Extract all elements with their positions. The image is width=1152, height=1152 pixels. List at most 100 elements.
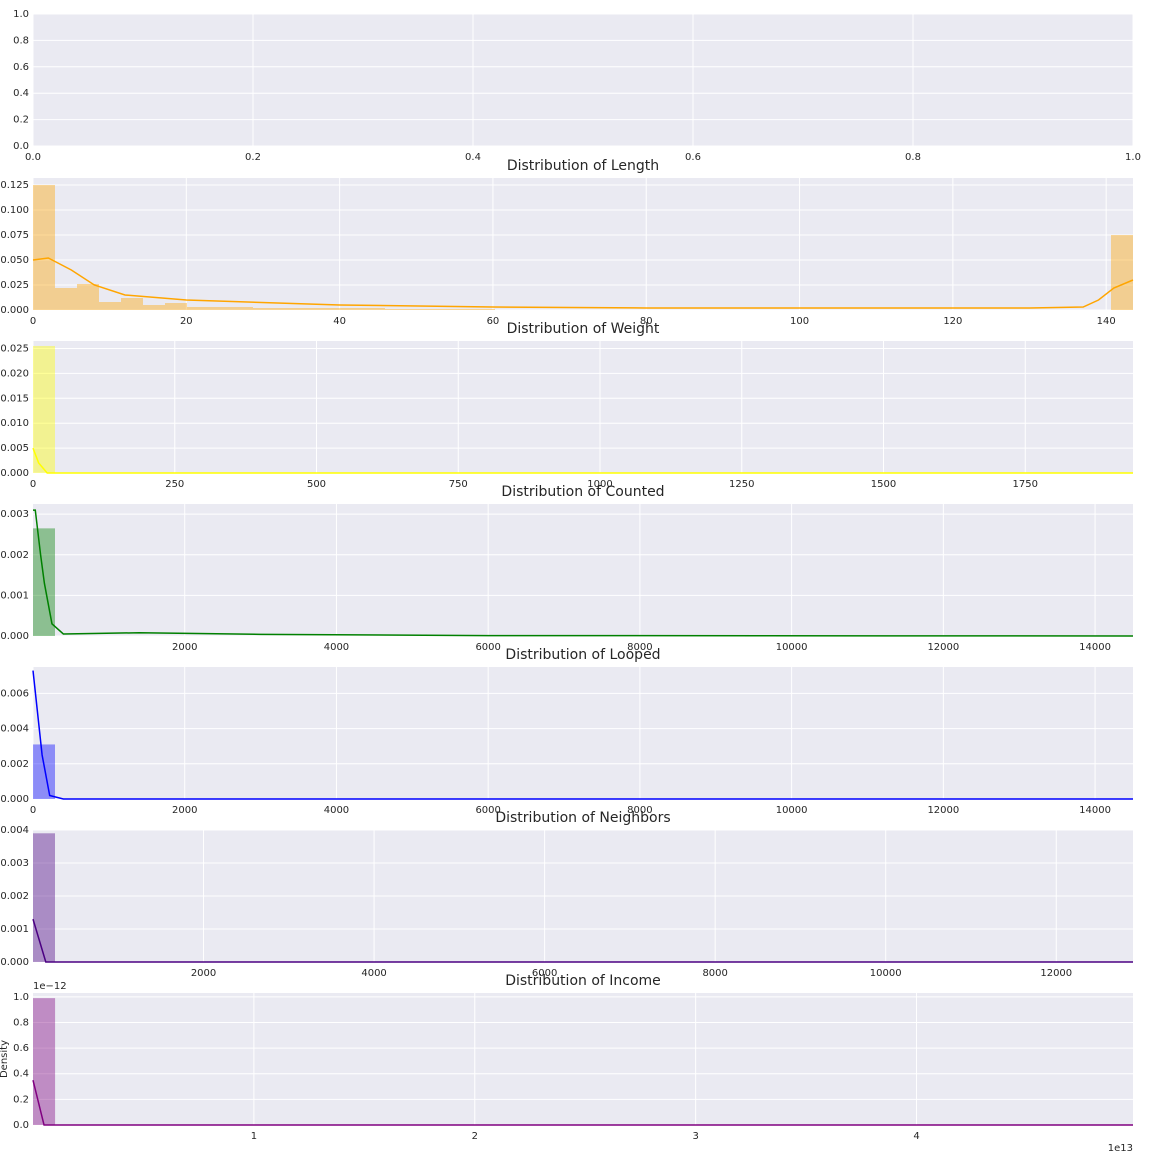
axes-background — [33, 504, 1133, 636]
y-tick-label: 0.006 — [0, 688, 29, 699]
y-tick-label: 0.010 — [0, 418, 29, 429]
x-tick-label: 80 — [640, 316, 653, 327]
x-tick-label: 4000 — [361, 968, 386, 979]
x-tick-label: 3 — [692, 1131, 698, 1142]
y-tick-label: 0.2 — [13, 1094, 29, 1105]
x-tick-label: 8000 — [627, 642, 652, 653]
y-tick-label: 0.075 — [0, 230, 29, 241]
x-tick-label: 1 — [251, 1131, 257, 1142]
y-tick-label: 0.025 — [0, 280, 29, 291]
histogram-bar — [165, 303, 187, 310]
histogram-bar — [1111, 235, 1133, 310]
panel-title: Distribution of Length — [507, 158, 659, 174]
x-tick-label: 20 — [180, 316, 193, 327]
x-tick-label: 4 — [913, 1131, 919, 1142]
y-tick-label: 0.003 — [0, 509, 29, 520]
y-tick-label: 0.6 — [13, 62, 29, 73]
y-tick-label: 0.000 — [0, 631, 29, 642]
x-tick-label: 2000 — [191, 968, 216, 979]
x-tick-label: 140 — [1097, 316, 1116, 327]
y-tick-label: 1.0 — [13, 9, 29, 20]
histogram-bar — [275, 308, 297, 310]
y-tick-label: 0.100 — [0, 205, 29, 216]
axes-background — [33, 178, 1133, 310]
x-tick-label: 250 — [165, 479, 184, 490]
x-tick-label: 2000 — [172, 642, 197, 653]
histogram-bar — [209, 307, 231, 310]
x-tick-label: 100 — [790, 316, 809, 327]
x-tick-label: 0 — [30, 805, 36, 816]
x-tick-label: 1000 — [587, 479, 612, 490]
x-tick-label: 1.0 — [1125, 152, 1141, 163]
axes-background — [33, 14, 1133, 146]
histogram-bar — [33, 998, 56, 1125]
y-tick-label: 0.005 — [0, 443, 29, 454]
x-tick-label: 10000 — [776, 805, 808, 816]
y-tick-label: 0.050 — [0, 255, 29, 266]
kde-line — [32, 918, 1133, 963]
y-tick-label: 0.0 — [13, 141, 29, 152]
panel-title: Distribution of Income — [505, 973, 661, 989]
histogram-bar — [407, 309, 429, 310]
x-tick-label: 2000 — [172, 805, 197, 816]
x-tick-label: 0 — [30, 316, 36, 327]
y-tick-label: 0.002 — [0, 550, 29, 561]
y-tick-label: 0.0 — [13, 1120, 29, 1131]
histogram-bar — [429, 309, 451, 310]
axes-background — [33, 341, 1133, 473]
x-tick-label: 0.8 — [905, 152, 921, 163]
x-tick-label: 1500 — [871, 479, 896, 490]
x-tick-label: 60 — [487, 316, 500, 327]
histogram-bar — [319, 308, 341, 310]
y-tick-label: 0.8 — [13, 35, 29, 46]
x-tick-label: 4000 — [324, 642, 349, 653]
histogram-bar — [99, 302, 121, 310]
x-tick-label: 0.4 — [465, 152, 481, 163]
histogram-bar — [451, 309, 473, 310]
y-tick-label: 0.4 — [13, 88, 29, 99]
histogram-bar — [143, 305, 165, 310]
x-tick-label: 0.0 — [25, 152, 41, 163]
kde-line — [32, 1079, 1133, 1126]
y-tick-label: 0.015 — [0, 393, 29, 404]
kde-line — [32, 670, 1133, 800]
x-tick-label: 1250 — [729, 479, 754, 490]
x-tick-label: 0 — [30, 479, 36, 490]
x-tick-label: 40 — [333, 316, 346, 327]
y-tick-label: 0.004 — [0, 825, 29, 836]
x-tick-label: 6000 — [532, 968, 557, 979]
histogram-bar — [77, 284, 99, 310]
x-tick-label: 1750 — [1013, 479, 1038, 490]
y-tick-label: 0.2 — [13, 115, 29, 126]
x-tick-label: 4000 — [324, 805, 349, 816]
x-offset-label: 1e13 — [1108, 1143, 1133, 1152]
histogram-bar — [473, 309, 495, 310]
histogram-bar — [55, 288, 77, 310]
x-tick-label: 14000 — [1079, 642, 1111, 653]
histogram-bar — [253, 308, 275, 310]
x-tick-label: 6000 — [475, 805, 500, 816]
y-tick-label: 0.002 — [0, 891, 29, 902]
histogram-bar — [121, 298, 143, 310]
y-tick-label: 0.000 — [0, 957, 29, 968]
y-tick-label: 1.0 — [13, 992, 29, 1003]
y-offset-label: 1e−12 — [33, 981, 67, 992]
panel-title: Distribution of Weight — [507, 321, 660, 337]
x-tick-label: 10000 — [870, 968, 902, 979]
y-tick-label: 0.001 — [0, 590, 29, 601]
x-tick-label: 8000 — [702, 968, 727, 979]
x-tick-label: 12000 — [927, 642, 959, 653]
histogram-bar — [33, 345, 55, 473]
y-tick-label: 0.125 — [0, 180, 29, 191]
histogram-bar — [33, 833, 55, 962]
y-tick-label: 0.000 — [0, 468, 29, 479]
kde-line — [33, 509, 1134, 637]
y-tick-label: 0.8 — [13, 1017, 29, 1028]
y-tick-label: 0.025 — [0, 343, 29, 354]
x-tick-label: 750 — [449, 479, 468, 490]
panel-title: Distribution of Neighbors — [495, 810, 670, 826]
x-tick-label: 500 — [307, 479, 326, 490]
y-tick-label: 0.4 — [13, 1069, 29, 1080]
histogram-bar — [33, 744, 55, 799]
